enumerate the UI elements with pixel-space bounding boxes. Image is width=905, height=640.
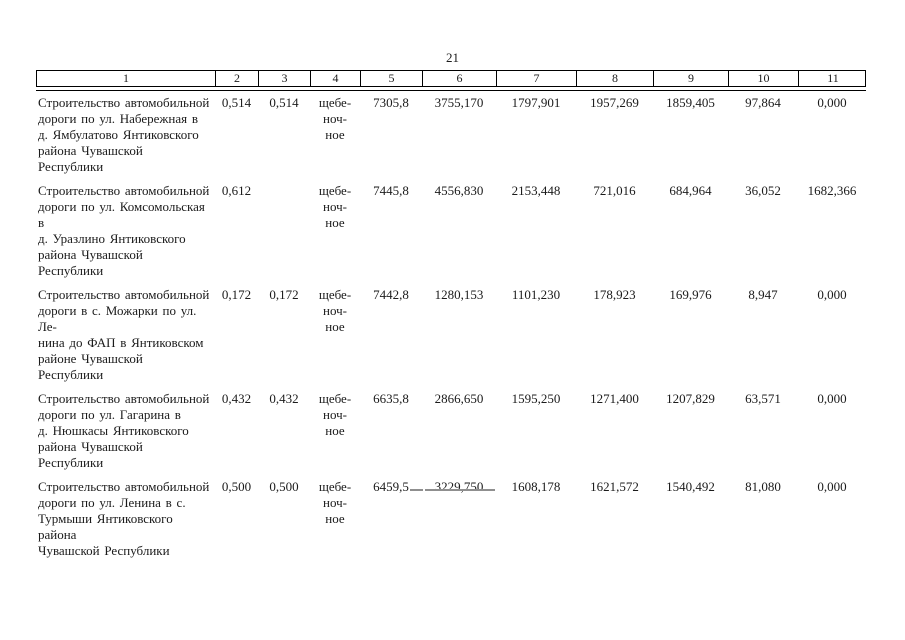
value-cell: 36,052 [745, 183, 781, 198]
column-number-header: 2 [216, 71, 259, 86]
column-number-header: 9 [654, 71, 729, 86]
value-cell: 0,432 [269, 391, 299, 406]
value-cell: 1207,829 [666, 391, 715, 406]
footnote-rule-segment [410, 489, 423, 491]
value-cell: 1540,492 [666, 479, 715, 494]
column-number-header: 11 [827, 71, 839, 85]
column-number-header: 10 [729, 71, 799, 86]
column-number-header: 4 [311, 71, 361, 86]
value-cell: 7442,8 [373, 287, 409, 302]
project-name-cell: Строительство автомобильной дороги по ул… [38, 183, 210, 278]
surface-type-cell: щебе- ноч- ное [318, 479, 352, 526]
surface-type-cell: щебе- ноч- ное [318, 287, 352, 334]
value-cell: 1271,400 [590, 391, 639, 406]
value-cell: 81,080 [745, 479, 781, 494]
value-cell: 1797,901 [511, 95, 561, 110]
construction-projects-table: 1 2 3 4 5 6 7 8 9 10 11 Строительство ав… [36, 70, 866, 567]
table-row: Строительство автомобильной дороги по ул… [36, 95, 866, 175]
surface-type-cell: щебе- ноч- ное [318, 95, 352, 142]
value-cell: 0,172 [269, 287, 299, 302]
value-cell: 4556,830 [434, 183, 484, 198]
table-row: Строительство автомобильной дороги по ул… [36, 391, 866, 471]
surface-type-cell: щебе- ноч- ное [318, 391, 352, 438]
column-number-header: 5 [361, 71, 423, 86]
footnote-rule [410, 489, 495, 491]
table-row: Строительство автомобильной дороги по ул… [36, 183, 866, 279]
column-number-header: 7 [497, 71, 577, 86]
value-cell: 0,514 [221, 95, 252, 110]
value-cell: 97,864 [745, 95, 781, 110]
column-number-header: 8 [577, 71, 654, 86]
value-cell: 0,612 [221, 183, 252, 198]
value-cell: 0,500 [269, 479, 299, 494]
value-cell: 2153,448 [511, 183, 561, 198]
value-cell: 1957,269 [590, 95, 639, 110]
value-cell: 1608,178 [511, 479, 561, 494]
column-number-header: 6 [423, 71, 497, 86]
value-cell: 0,514 [269, 95, 299, 110]
value-cell: 1621,572 [590, 479, 639, 494]
value-cell: 1280,153 [434, 287, 484, 302]
column-number-header: 1 [37, 71, 216, 86]
value-cell: 1101,230 [511, 287, 561, 302]
value-cell: 684,964 [669, 183, 712, 198]
value-cell: 3755,170 [434, 95, 484, 110]
value-cell: 6635,8 [373, 391, 409, 406]
value-cell: 3229,750 [434, 479, 484, 494]
value-cell: 0,000 [817, 391, 847, 406]
value-cell: 6459,5 [373, 479, 409, 494]
footnote-rule-segment [425, 489, 495, 491]
value-cell: 0,000 [817, 95, 847, 110]
value-cell: 178,923 [593, 287, 636, 302]
project-name-cell: Строительство автомобильной дороги по ул… [38, 95, 210, 174]
value-cell: 63,571 [745, 391, 781, 406]
value-cell: 1595,250 [511, 391, 561, 406]
header-double-rule [36, 90, 866, 91]
value-cell: 7305,8 [373, 95, 409, 110]
value-cell: 169,976 [669, 287, 712, 302]
table-row: Строительство автомобильной дороги по ул… [36, 479, 866, 559]
project-name-cell: Строительство автомобильной дороги в с. … [38, 287, 210, 382]
value-cell: 2866,650 [434, 391, 484, 406]
value-cell: 0,172 [221, 287, 252, 302]
value-cell: 0,000 [817, 479, 847, 494]
project-name-cell: Строительство автомобильной дороги по ул… [38, 391, 210, 470]
page-number: 21 [446, 50, 459, 65]
value-cell: 0,000 [817, 287, 847, 302]
value-cell: 0,432 [221, 391, 252, 406]
table-row: Строительство автомобильной дороги в с. … [36, 287, 866, 383]
surface-type-cell: щебе- ноч- ное [318, 183, 352, 230]
table-header-row: 1 2 3 4 5 6 7 8 9 10 11 [36, 70, 866, 87]
value-cell: 0,500 [221, 479, 252, 494]
value-cell: 8,947 [748, 287, 778, 302]
value-cell: 1859,405 [666, 95, 715, 110]
value-cell: 1682,366 [807, 183, 857, 198]
project-name-cell: Строительство автомобильной дороги по ул… [38, 479, 210, 558]
value-cell: 7445,8 [373, 183, 409, 198]
value-cell: 721,016 [593, 183, 636, 198]
table-body: Строительство автомобильной дороги по ул… [36, 91, 866, 559]
column-number-header: 3 [259, 71, 311, 86]
